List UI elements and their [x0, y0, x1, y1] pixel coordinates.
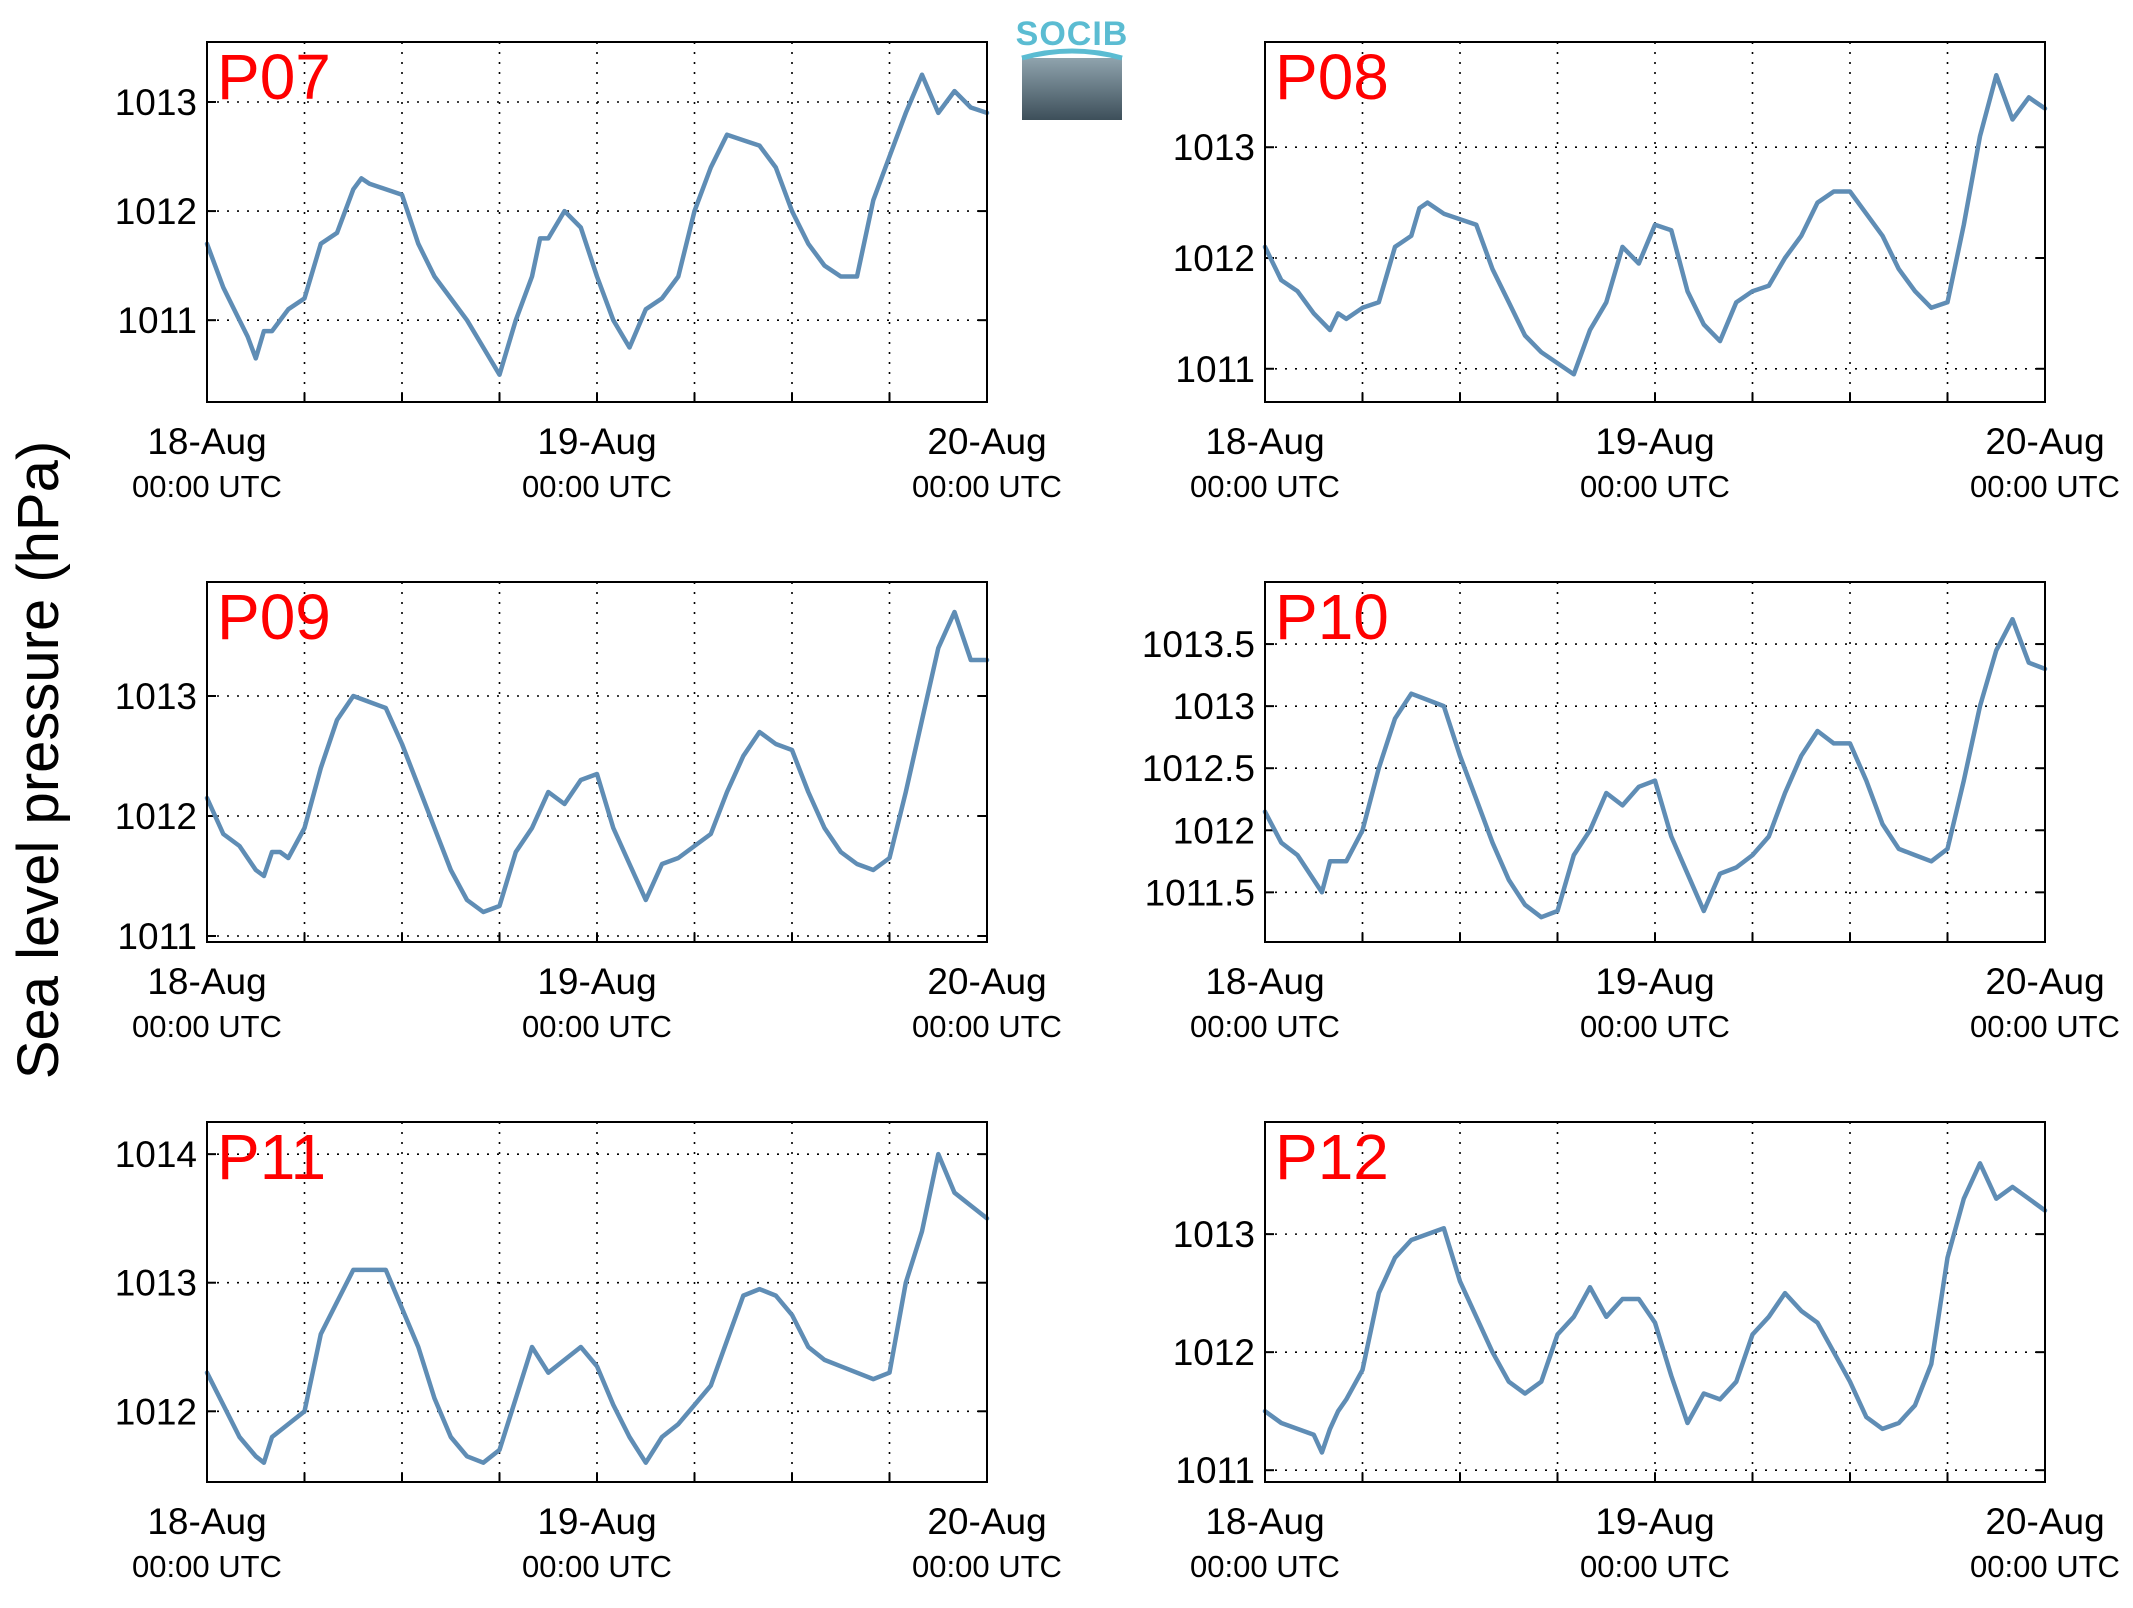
y-tick-label: 1013: [115, 676, 197, 717]
plot-frame: [1264, 1121, 2046, 1483]
x-tick-time-label: 00:00 UTC: [1190, 469, 1340, 504]
plot-frame: [206, 581, 988, 943]
y-tick-label: 1012: [1173, 238, 1255, 279]
chart-panel-p07: 1011 1012 1013 18-Aug 00:00 UTC 19-Aug 00:00 U…: [115, 41, 1062, 504]
x-tick-date-label: 18-Aug: [147, 1501, 266, 1542]
y-tick-label: 1012.5: [1142, 748, 1255, 789]
x-tick-time-label: 00:00 UTC: [1580, 1009, 1730, 1044]
chart-panel-p12: 1011 1012 1013 18-Aug 00:00 UTC 19-Aug 00:00 U…: [1173, 1121, 2120, 1584]
x-tick-time-label: 00:00 UTC: [132, 469, 282, 504]
plot-frame: [206, 1121, 988, 1483]
panel-title: P09: [217, 581, 331, 653]
series-line-p11: [204, 1151, 990, 1465]
x-tick-time-label: 00:00 UTC: [132, 1549, 282, 1584]
y-tick-label: 1013: [115, 82, 197, 123]
y-tick-label: 1013.5: [1142, 624, 1255, 665]
x-tick-time-label: 00:00 UTC: [912, 1009, 1062, 1044]
x-tick-time-label: 00:00 UTC: [1580, 1549, 1730, 1584]
x-tick-time-label: 00:00 UTC: [912, 469, 1062, 504]
y-tick-label: 1012: [1173, 810, 1255, 851]
panels-container: 1011 1012 1013 18-Aug 00:00 UTC 19-Aug 00:00 U…: [115, 41, 2120, 1584]
x-tick-time-label: 00:00 UTC: [1190, 1009, 1340, 1044]
chart-panel-p10: 1011.5 1012 1012.5 1013 1013.5 18-Aug 00:00 UT…: [1142, 581, 2120, 1044]
series-line-p12: [1262, 1161, 2048, 1455]
y-tick-label: 1014: [115, 1134, 197, 1175]
x-tick-time-label: 00:00 UTC: [1970, 469, 2120, 504]
x-tick-time-label: 00:00 UTC: [1970, 1009, 2120, 1044]
series-line-p09: [204, 609, 990, 915]
y-axis-label: Sea level pressure (hPa): [6, 441, 71, 1079]
y-tick-label: 1012: [115, 1391, 197, 1432]
chart-panel-p08: 1011 1012 1013 18-Aug 00:00 UTC 19-Aug 00:00 U…: [1173, 41, 2120, 504]
series-line-p08: [1262, 72, 2048, 377]
x-tick-time-label: 00:00 UTC: [522, 1549, 672, 1584]
x-tick-date-label: 20-Aug: [927, 1501, 1046, 1542]
x-tick-time-label: 00:00 UTC: [1580, 469, 1730, 504]
x-tick-date-label: 20-Aug: [927, 961, 1046, 1002]
panel-title: P11: [217, 1121, 326, 1193]
y-tick-label: 1012: [115, 191, 197, 232]
x-tick-date-label: 18-Aug: [1205, 961, 1324, 1002]
chart-panel-p09: 1011 1012 1013 18-Aug 00:00 UTC 19-Aug 00:00 U…: [115, 581, 1062, 1044]
plot-frame: [1264, 581, 2046, 943]
x-tick-date-label: 19-Aug: [537, 421, 656, 462]
x-tick-date-label: 18-Aug: [147, 961, 266, 1002]
logo-wave: [1021, 48, 1123, 61]
x-tick-date-label: 18-Aug: [1205, 421, 1324, 462]
y-tick-label: 1012: [115, 796, 197, 837]
series-line-p10: [1262, 616, 2048, 920]
logo-text: SOCIB: [1016, 15, 1129, 53]
y-tick-label: 1011: [1175, 349, 1255, 390]
x-tick-time-label: 00:00 UTC: [912, 1549, 1062, 1584]
x-tick-date-label: 19-Aug: [1595, 1501, 1714, 1542]
x-tick-time-label: 00:00 UTC: [1970, 1549, 2120, 1584]
series-line-p07: [204, 72, 990, 377]
panel-title: P07: [217, 41, 331, 113]
x-tick-date-label: 18-Aug: [147, 421, 266, 462]
panel-title: P08: [1275, 41, 1389, 113]
socib-logo: SOCIB: [1016, 15, 1129, 120]
x-tick-date-label: 19-Aug: [1595, 961, 1714, 1002]
x-tick-time-label: 00:00 UTC: [132, 1009, 282, 1044]
y-tick-label: 1011: [1175, 1450, 1255, 1491]
y-tick-label: 1013: [115, 1263, 197, 1304]
x-tick-date-label: 20-Aug: [1985, 421, 2104, 462]
y-tick-label: 1011.5: [1145, 872, 1255, 913]
x-tick-time-label: 00:00 UTC: [1190, 1549, 1340, 1584]
panel-title: P12: [1275, 1121, 1389, 1193]
x-tick-date-label: 19-Aug: [537, 1501, 656, 1542]
chart-panel-p11: 1012 1013 1014 18-Aug 00:00 UTC 19-Aug 00:00 U…: [115, 1121, 1062, 1584]
x-tick-time-label: 00:00 UTC: [522, 1009, 672, 1044]
y-tick-label: 1011: [117, 916, 197, 957]
y-tick-label: 1012: [1173, 1332, 1255, 1373]
x-tick-date-label: 20-Aug: [1985, 1501, 2104, 1542]
y-tick-label: 1011: [117, 300, 197, 341]
x-tick-date-label: 19-Aug: [537, 961, 656, 1002]
logo-block: [1022, 58, 1122, 120]
panel-title: P10: [1275, 581, 1389, 653]
x-tick-date-label: 20-Aug: [927, 421, 1046, 462]
y-tick-label: 1013: [1173, 1214, 1255, 1255]
y-tick-label: 1013: [1173, 127, 1255, 168]
x-tick-date-label: 18-Aug: [1205, 1501, 1324, 1542]
x-tick-date-label: 20-Aug: [1985, 961, 2104, 1002]
plot-frame: [1264, 41, 2046, 403]
x-tick-date-label: 19-Aug: [1595, 421, 1714, 462]
x-tick-time-label: 00:00 UTC: [522, 469, 672, 504]
y-tick-label: 1013: [1173, 686, 1255, 727]
plot-frame: [206, 41, 988, 403]
